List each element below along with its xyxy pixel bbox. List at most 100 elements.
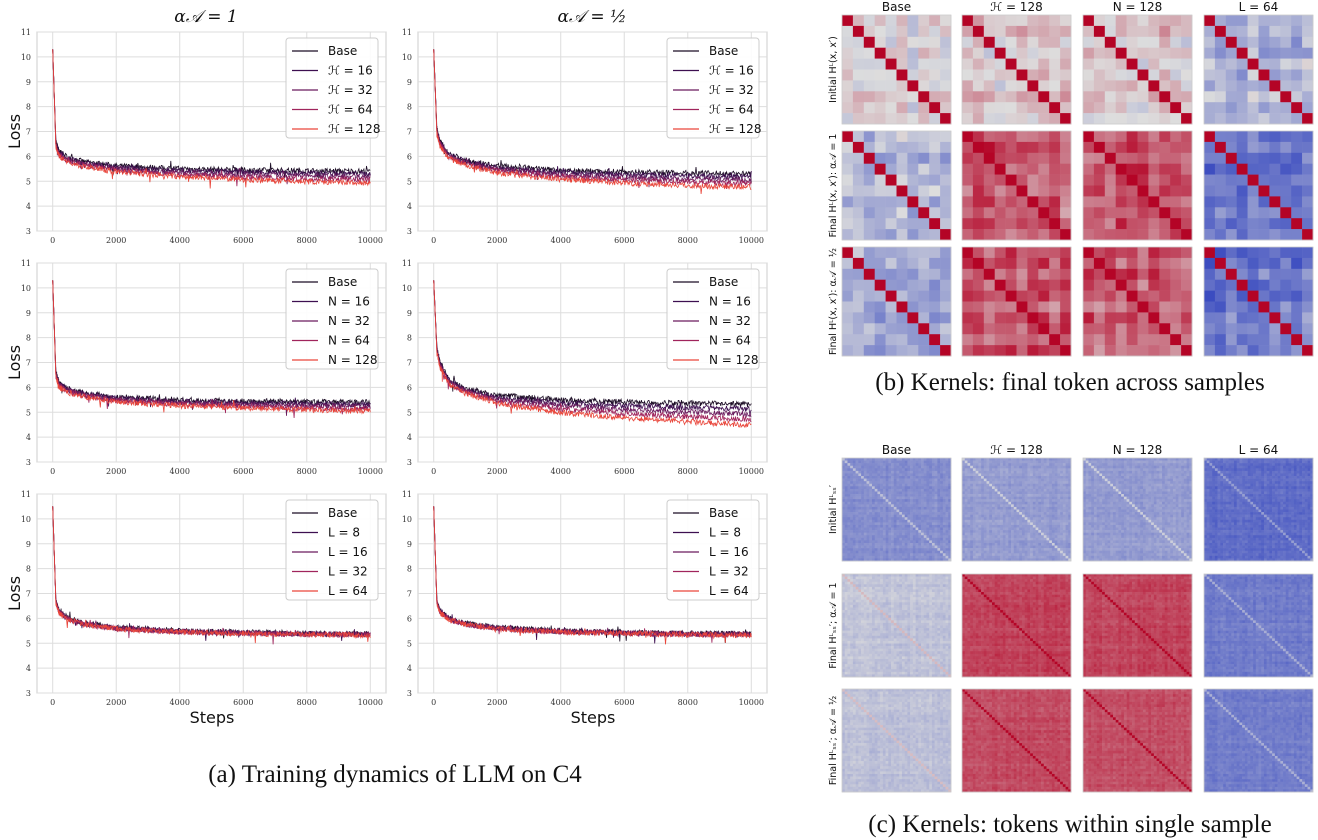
heatmap-cell — [1083, 279, 1095, 291]
heatmap-cell — [929, 488, 933, 492]
heatmap-cell — [1046, 470, 1050, 474]
heatmap-cell — [1038, 491, 1042, 495]
heatmap-cell — [1013, 517, 1017, 521]
heatmap-cell — [1104, 247, 1116, 259]
heatmap-cell — [896, 218, 908, 230]
heatmap-cell — [874, 174, 886, 186]
heatmap-cell — [1068, 491, 1072, 495]
heatmap-cell — [997, 460, 1001, 464]
heatmap-cell — [1008, 486, 1012, 490]
heatmap-cell — [1170, 80, 1182, 92]
heatmap-cell — [967, 468, 971, 472]
heatmap-cell — [1093, 207, 1106, 219]
heatmap-cell — [1043, 555, 1047, 559]
heatmap-cell — [847, 509, 851, 513]
heatmap-cell — [972, 532, 976, 536]
heatmap-cell — [1002, 499, 1006, 503]
heatmap-cell — [1008, 481, 1012, 485]
heatmap-cell — [871, 537, 875, 541]
heatmap-cell — [915, 476, 919, 479]
heatmap-cell — [847, 465, 851, 469]
heatmap-cell — [1030, 522, 1034, 526]
heatmap-cell — [852, 548, 856, 552]
heatmap-cell — [997, 483, 1001, 487]
heatmap-cell — [1038, 558, 1042, 562]
heatmap-cell — [1083, 58, 1095, 70]
heatmap-cell — [901, 535, 905, 539]
heatmap-cell — [1016, 522, 1020, 526]
heatmap-cell — [964, 483, 968, 487]
heatmap-cell — [1060, 522, 1064, 526]
heatmap-cell — [918, 257, 930, 270]
heatmap-cell — [1170, 113, 1182, 125]
heatmap-cell — [1038, 476, 1042, 479]
heatmap-cell — [1104, 91, 1116, 103]
heatmap-cell — [1013, 481, 1017, 485]
heatmap-cell — [1175, 468, 1179, 472]
heatmap-cell — [918, 553, 922, 557]
heatmap-cell — [1049, 268, 1061, 280]
heatmap-cell — [850, 535, 854, 539]
heatmap-cell — [997, 496, 1001, 500]
heatmap-cell — [989, 494, 993, 497]
heatmap-cell — [983, 542, 987, 546]
heatmap-cell — [1065, 530, 1069, 533]
heatmap-cell — [863, 517, 867, 521]
heatmap-border — [1082, 246, 1193, 357]
heatmap-cell — [896, 312, 908, 324]
heatmap-cell — [931, 548, 935, 552]
legend-label: Base — [709, 44, 738, 58]
heatmap-cell — [852, 196, 865, 208]
heatmap-cell — [1129, 460, 1133, 464]
heatmap-cell — [1236, 268, 1248, 280]
heatmap-cell — [896, 532, 900, 536]
heatmap-cell — [893, 463, 897, 467]
heatmap-cell — [940, 113, 952, 125]
heatmap-cell — [1027, 15, 1039, 27]
heatmap-cell — [863, 91, 875, 103]
heatmap-cell — [1280, 91, 1292, 103]
heatmap-cell — [1049, 113, 1061, 125]
heatmap-cell — [1083, 470, 1087, 474]
heatmap-cell — [852, 540, 856, 544]
heatmap-cell — [847, 460, 851, 464]
heatmap-cell — [972, 25, 985, 38]
heatmap-cell — [1153, 470, 1157, 474]
heatmap-cell — [1247, 69, 1259, 81]
heatmap-cell — [844, 527, 848, 531]
heatmap-cell — [863, 163, 875, 175]
heatmap-cell — [923, 501, 927, 505]
heatmap-cell — [1027, 540, 1031, 544]
heatmap-cell — [1280, 80, 1292, 92]
heatmap-cell — [1019, 537, 1023, 541]
heatmap-cell — [926, 519, 930, 523]
heatmap-cell — [1126, 102, 1138, 114]
heatmap-cell — [855, 494, 859, 497]
heatmap-cell — [1247, 102, 1259, 114]
heatmap-cell — [1046, 473, 1050, 477]
heatmap-cell — [989, 468, 993, 472]
heatmap-cell — [1280, 15, 1292, 27]
heatmap-cell — [1178, 463, 1182, 467]
heatmap-cell — [940, 478, 944, 482]
heatmap-cell — [1008, 542, 1012, 546]
heatmap-cell — [858, 514, 862, 518]
heatmap-cell — [880, 463, 884, 467]
heatmap-row-label: Final Hᴸ(x, x′): α𝒜 = 1 — [828, 134, 839, 238]
heatmap-cell — [967, 504, 971, 508]
heatmap-cell — [940, 91, 952, 103]
heatmap-cell — [1247, 47, 1259, 59]
heatmap-cell — [964, 537, 968, 541]
heatmap-cell — [1038, 323, 1050, 335]
heatmap-cell — [1112, 468, 1116, 472]
heatmap-cell — [861, 517, 865, 521]
heatmap-cell — [945, 491, 949, 495]
heatmap-cell — [882, 488, 886, 492]
heatmap-cell — [877, 530, 881, 533]
heatmap-cell — [907, 345, 919, 357]
heatmap-cell — [918, 519, 922, 523]
heatmap-cell — [1068, 537, 1072, 541]
heatmap-cell — [1115, 301, 1127, 313]
heatmap-cell — [945, 504, 949, 508]
